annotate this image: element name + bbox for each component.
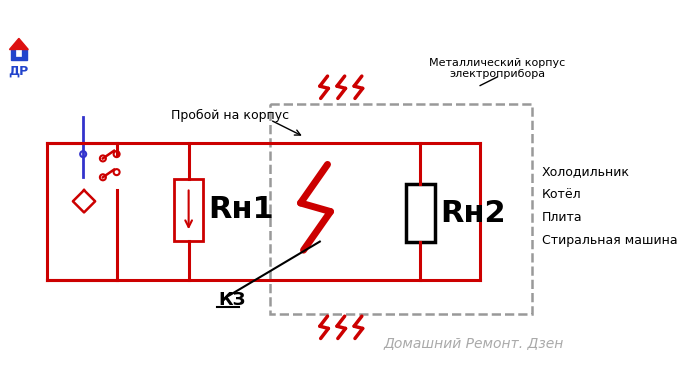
Text: ДР: ДР xyxy=(9,64,29,77)
Polygon shape xyxy=(10,38,29,50)
Text: Домашний Ремонт. Дзен: Домашний Ремонт. Дзен xyxy=(384,336,564,350)
Text: Холодильник: Холодильник xyxy=(542,165,630,178)
Text: Металлический корпус
электроприбора: Металлический корпус электроприбора xyxy=(429,58,565,79)
Text: Стиральная машина: Стиральная машина xyxy=(542,234,677,247)
Bar xyxy=(11,49,27,60)
Bar xyxy=(270,104,532,314)
Text: Плита: Плита xyxy=(542,211,583,224)
Text: КЗ: КЗ xyxy=(219,291,246,309)
Text: Rн2: Rн2 xyxy=(440,199,505,228)
Text: Котёл: Котёл xyxy=(542,188,581,201)
Bar xyxy=(174,179,203,241)
Bar xyxy=(16,50,22,55)
Text: Пробой на корпус: Пробой на корпус xyxy=(171,109,289,122)
Text: Rн1: Rн1 xyxy=(208,195,274,224)
Bar xyxy=(405,184,435,243)
